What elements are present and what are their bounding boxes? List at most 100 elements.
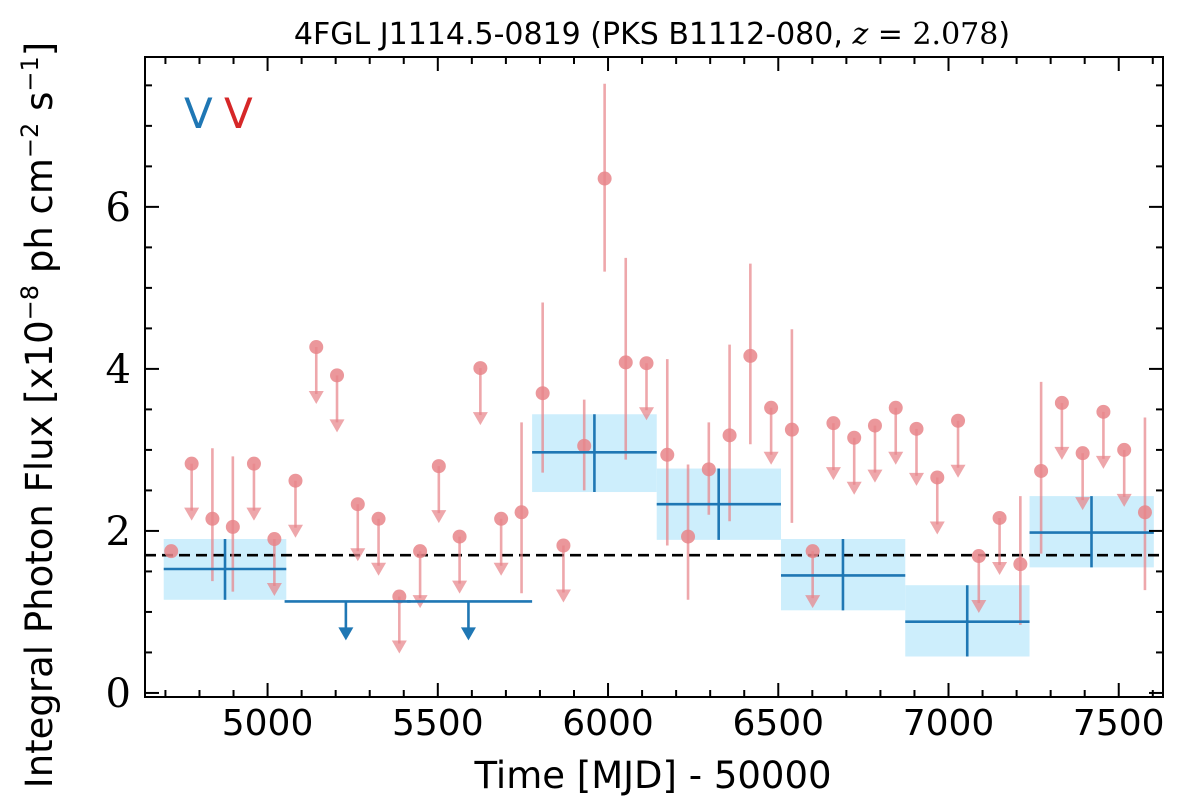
long-bin-bands [163,414,1154,657]
short-bin-upper-limit-point [184,456,199,471]
short-bin-upper-limit-arrow [266,583,282,597]
x-tick-label: 5500 [392,703,484,744]
title-suffix: ) [998,17,1010,52]
short-bin-point [597,171,612,186]
short-bin-upper-limit-arrow [493,562,509,576]
short-bin-upper-limit-arrow [867,469,883,483]
short-bin-upper-limit-point [930,470,945,485]
short-bin-upper-limit-point [473,361,488,376]
short-bin-upper-limit-arrow [846,481,862,495]
short-bin-upper-limit-point [1054,395,1069,410]
title-prefix: 4FGL J1114.5-0819 (PKS B1112-080, [294,17,853,52]
short-bin-upper-limit-point [556,538,571,553]
short-bin-upper-limit-arrow [308,391,324,405]
short-bin-point [701,462,716,477]
short-bin-upper-limit-point [288,473,303,488]
short-bin-upper-limit-arrow [1116,493,1132,507]
short-bin-upper-limit-point [452,529,467,544]
short-bin-upper-limit-point [309,340,324,355]
short-bin-point [743,348,758,363]
short-bin-point [618,355,633,370]
x-tick-label: 6000 [562,703,654,744]
y-label-mid2: s [18,92,61,123]
short-bin-upper-limit-arrow [825,467,841,481]
short-bin-upper-limit-arrow [909,472,925,486]
short-bin-upper-limit-arrow [992,561,1008,575]
short-bin-upper-limit-arrow [555,589,571,603]
short-bin-upper-limit-point [971,549,986,564]
short-bin-upper-limit-point [1096,404,1111,419]
short-bin-upper-limit-arrow [371,562,387,576]
short-bin-upper-limit-point [267,532,282,547]
short-bin-upper-limit-point [826,416,841,431]
y-axis-label: Integral Photon Flux [x10−8 ph cm−2 s−1] [16,42,61,788]
short-bin-upper-limit-arrow [431,510,447,524]
short-bin-upper-limit-point [494,511,509,526]
short-bin-point [535,386,550,401]
title-redshift-symbol: z [851,17,868,52]
short-bin-series [164,83,1152,654]
y-label-exp2: −2 [16,123,44,158]
y-label-exp1: −8 [16,285,44,320]
short-bin-upper-limit-point [350,497,365,512]
short-bin-upper-limit-point [392,589,407,604]
short-bin-point [681,529,696,544]
tick-labels: 5000 5500 6000 6500 7000 7500 0 2 4 6 [106,185,1165,744]
x-tick-label: 7500 [1073,703,1165,744]
short-bin-upper-limit-arrow [971,600,987,614]
y-tick-label: 0 [106,671,131,717]
short-bin-upper-limit-arrow [763,451,779,465]
short-bin-upper-limit-point [330,368,345,383]
x-tick-label: 6500 [732,703,824,744]
short-bin-upper-limit-point [847,430,862,445]
short-bin-point [784,422,799,437]
short-bin-upper-limit-arrow [246,507,262,521]
short-bin-upper-limit-arrow [391,640,407,654]
y-tick-label: 6 [106,185,131,231]
short-bin-point [1137,505,1152,520]
short-bin-upper-limit-point [867,418,882,433]
short-bin-upper-limit-point [764,400,779,415]
short-bin-upper-limit-arrow [950,464,966,478]
short-bin-upper-limit-arrow [929,521,945,535]
short-bin-point [1013,557,1028,572]
y-tick-label: 4 [106,347,131,393]
y-label-end: ] [18,42,61,56]
y-label-mid: ph cm [18,158,61,285]
short-bin-upper-limit-point [413,544,428,559]
long-bin-series [163,414,1154,657]
legend-entry-blue: V [184,89,213,138]
short-bin-upper-limit-arrow [1054,446,1070,460]
short-bin-upper-limit-arrow [452,580,468,594]
long-bin-upper-limit-arrow [338,627,354,641]
y-tick-label: 2 [106,509,131,555]
short-bin-upper-limit-arrow [1095,455,1111,469]
short-bin-upper-limit-point [1117,442,1132,457]
short-bin-upper-limit-point [909,421,924,436]
short-bin-upper-limit-point [1075,446,1090,461]
short-bin-point [660,447,675,462]
x-axis-label: Time [MJD] - 50000 [473,754,831,797]
short-bin-point [164,544,179,559]
short-bin-upper-limit-arrow [639,407,655,421]
short-bin-upper-limit-point [992,510,1007,525]
short-bin-point [225,519,240,534]
short-bin-upper-limit-point [951,413,966,428]
short-bin-point [577,438,592,453]
short-bin-upper-limit-point [246,456,261,471]
short-bin-upper-limit-arrow [1075,497,1091,511]
short-bin-upper-limit-point [888,400,903,415]
x-tick-label: 5000 [222,703,314,744]
short-bin-upper-limit-arrow [472,412,488,426]
short-bin-upper-limit-point [639,356,654,371]
plot-axes [144,56,1164,698]
short-bin-upper-limit-arrow [805,595,821,609]
y-label-exp3: −1 [16,56,44,91]
short-bin-upper-limit-arrow [329,419,345,433]
plot-title: 4FGL J1114.5-0819 (PKS B1112-080, z = 2.… [294,17,1010,52]
x-tick-label: 7000 [903,703,995,744]
y-label-base: Integral Photon Flux [x10 [18,320,61,788]
chart-title: 4FGL J1114.5-0819 (PKS B1112-080, z = 2.… [294,17,1010,52]
title-redshift-value: 2.078 [912,17,998,52]
